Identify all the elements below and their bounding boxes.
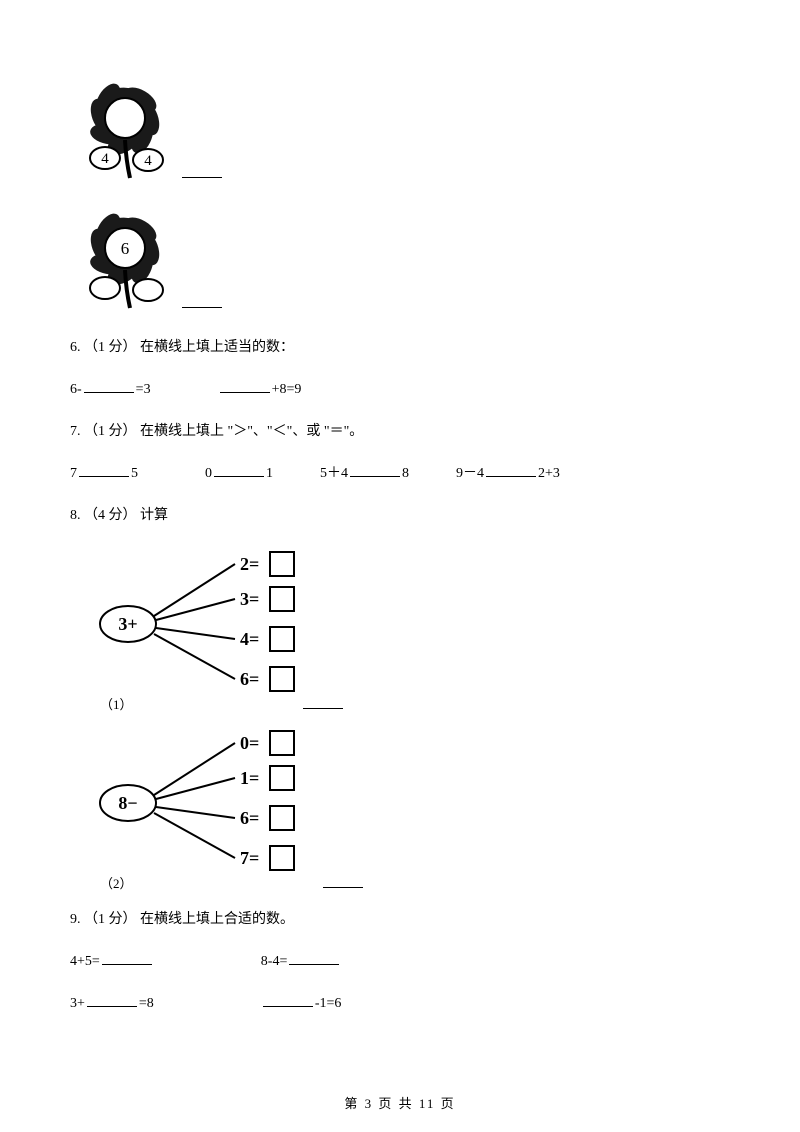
q6-equations: 6- =3 +8=9 [70, 376, 730, 404]
q6-blank-2[interactable] [220, 379, 270, 393]
q6-eq1-pre: 6- [70, 382, 82, 397]
q7-item1-right: 5 [131, 466, 138, 481]
fan1-b1: 2= [240, 554, 259, 574]
flower1-answer-blank[interactable] [182, 164, 222, 178]
question-7: 7. （1 分） 在横线上填上 "＞"、"＜"、或 "＝"。 [70, 418, 730, 446]
q9-r1b: 8-4= [261, 954, 288, 969]
q6-points: （1 分） [84, 340, 137, 355]
q7-text: 在横线上填上 "＞"、"＜"、或 "＝"。 [140, 424, 363, 439]
q7-blank-4[interactable] [486, 463, 536, 477]
q8-part1-blank[interactable] [303, 695, 343, 709]
q9-number: 9. [70, 912, 84, 927]
fan1-b4: 6= [240, 669, 259, 689]
flower-image-1: 4 4 [70, 60, 180, 180]
q9-points: （1 分） [84, 912, 137, 927]
q6-text: 在横线上填上适当的数： [140, 340, 294, 355]
question-8: 8. （4 分） 计算 [70, 502, 730, 530]
fan2-b4: 7= [240, 848, 259, 868]
q8-part2-blank[interactable] [323, 874, 363, 888]
flower1-left-value: 4 [101, 151, 109, 167]
q9-blank-3[interactable] [87, 993, 137, 1007]
q7-item1-left: 7 [70, 466, 77, 481]
q8-points: （4 分） [84, 508, 137, 523]
q8-text: 计算 [140, 508, 168, 523]
flower2-center-value: 6 [121, 239, 130, 258]
q9-r2a-post: =8 [139, 996, 154, 1011]
fan2-center: 8− [118, 793, 137, 813]
flower-image-2: 6 [70, 190, 180, 310]
q7-blank-3[interactable] [350, 463, 400, 477]
q7-number: 7. [70, 424, 84, 439]
fan1-center: 3+ [118, 614, 137, 634]
q9-r1a: 4+5= [70, 954, 100, 969]
q8-part1-label: （1） [100, 694, 133, 713]
q9-blank-4[interactable] [263, 993, 313, 1007]
q7-item4-right: 2+3 [538, 466, 560, 481]
flower2-answer-blank[interactable] [182, 294, 222, 308]
q9-r2b-post: -1=6 [315, 996, 342, 1011]
q6-eq1-post: =3 [136, 382, 151, 397]
fan2-b2: 1= [240, 768, 259, 788]
q6-number: 6. [70, 340, 84, 355]
q7-points: （1 分） [84, 424, 137, 439]
fan1-b2: 3= [240, 589, 259, 609]
q9-r2a-pre: 3+ [70, 996, 85, 1011]
q8-part2-label: （2） [100, 873, 133, 892]
fan2-b1: 0= [240, 733, 259, 753]
question-9: 9. （1 分） 在横线上填上合适的数。 [70, 906, 730, 934]
q8-number: 8. [70, 508, 84, 523]
q9-row2: 3+ =8 -1=6 [70, 990, 730, 1018]
q8-fan-diagram-2: 8− 0= 1= 6= 7= （2） [70, 723, 730, 892]
q9-blank-2[interactable] [289, 951, 339, 965]
q6-blank-1[interactable] [84, 379, 134, 393]
q9-blank-1[interactable] [102, 951, 152, 965]
q7-blank-1[interactable] [79, 463, 129, 477]
q6-eq2-post: +8=9 [272, 382, 302, 397]
q7-items: 7 5 0 1 5＋4 8 9－4 2+3 [70, 460, 730, 488]
q8-fan-diagram-1: 3+ 2= 3= 4= 6= （1） [70, 544, 730, 713]
flower1-right-value: 4 [144, 153, 152, 169]
q7-blank-2[interactable] [214, 463, 264, 477]
q7-item2-right: 1 [266, 466, 273, 481]
q7-item3-left: 5＋4 [320, 466, 348, 481]
q9-text: 在横线上填上合适的数。 [140, 912, 294, 927]
q9-row1: 4+5= 8-4= [70, 948, 730, 976]
q7-item3-right: 8 [402, 466, 409, 481]
q7-item2-left: 0 [205, 466, 212, 481]
fan2-b3: 6= [240, 808, 259, 828]
q7-item4-left: 9－4 [456, 466, 484, 481]
fan1-b3: 4= [240, 629, 259, 649]
page-footer: 第 3 页 共 11 页 [0, 1093, 800, 1112]
question-6: 6. （1 分） 在横线上填上适当的数： [70, 334, 730, 362]
